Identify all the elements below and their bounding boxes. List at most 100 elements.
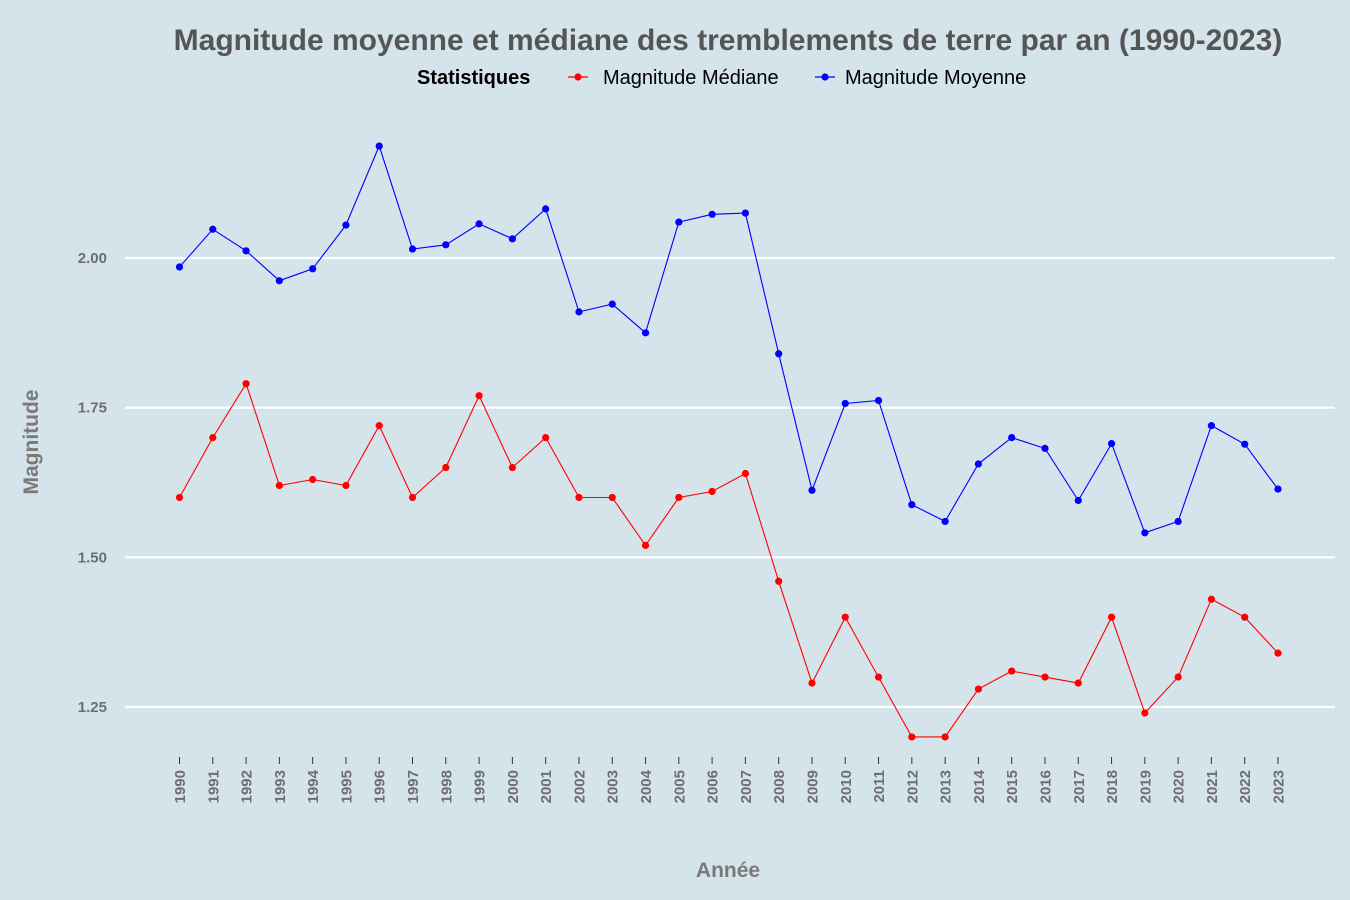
data-point	[708, 210, 716, 218]
series-group	[175, 142, 1282, 741]
data-point	[1241, 613, 1249, 621]
data-point	[542, 205, 550, 213]
x-tick-label: 2016	[1037, 770, 1054, 803]
data-point	[508, 463, 516, 472]
data-point	[608, 300, 616, 308]
legend-title: Statistiques	[417, 67, 530, 89]
x-tick-label: 2002	[571, 770, 588, 803]
x-tick-label: 2007	[738, 770, 755, 803]
data-point	[941, 733, 949, 741]
data-point	[808, 679, 816, 687]
chart-title: Magnitude moyenne et médiane des tremble…	[174, 24, 1283, 57]
x-tick-label: 1991	[205, 770, 222, 803]
data-point	[775, 577, 783, 585]
data-point	[608, 493, 616, 502]
data-point	[475, 392, 483, 400]
series-line	[179, 144, 1279, 534]
y-axis-title: Magnitude	[20, 390, 43, 495]
data-point	[1074, 496, 1082, 505]
x-tick-label: 2005	[671, 770, 688, 803]
y-tick-label: 2.00	[78, 250, 107, 267]
x-tick-label: 2010	[838, 770, 855, 803]
data-point	[542, 434, 550, 442]
data-point	[242, 380, 250, 388]
data-point	[209, 225, 217, 233]
x-tick-label: 1993	[272, 770, 289, 803]
data-point	[908, 733, 916, 741]
data-point	[1274, 485, 1282, 493]
data-point	[675, 218, 683, 226]
series-moyenne	[175, 142, 1282, 537]
data-point	[1107, 439, 1116, 448]
data-point	[874, 396, 883, 405]
x-tick-label: 2019	[1137, 770, 1154, 803]
x-tick-label: 2008	[771, 770, 788, 803]
y-axis: 1.25 1.50 1.75 2.00	[78, 250, 107, 716]
series-mediane	[175, 380, 1282, 741]
data-point	[741, 469, 749, 478]
x-tick-label: 1996	[372, 770, 389, 803]
data-point	[1174, 673, 1182, 681]
data-point	[1207, 422, 1216, 430]
data-point	[309, 265, 317, 273]
data-point	[275, 481, 283, 490]
x-tick-label: 2014	[971, 769, 988, 803]
data-point	[342, 481, 350, 490]
data-point	[1008, 667, 1016, 675]
data-point	[309, 475, 317, 484]
x-tick-label: 1990	[172, 770, 189, 803]
data-point	[408, 245, 417, 253]
data-point	[1008, 434, 1016, 442]
data-point	[775, 350, 783, 358]
legend-label: Magnitude Moyenne	[845, 67, 1026, 89]
data-point	[175, 493, 184, 502]
x-tick-label: 1995	[338, 770, 355, 803]
x-tick-label: 2001	[538, 770, 555, 803]
x-tick-label: 2020	[1171, 770, 1188, 803]
data-point	[1141, 529, 1149, 537]
x-tick-label: 1998	[438, 770, 455, 803]
x-tick-label: 2000	[505, 770, 522, 803]
x-tick-label: 2023	[1271, 770, 1288, 803]
data-point	[1241, 440, 1249, 448]
x-tick-label: 2004	[638, 769, 655, 803]
x-tick-label: 2017	[1071, 770, 1088, 803]
data-point	[1074, 679, 1082, 687]
x-tick-label: 2015	[1004, 770, 1021, 803]
data-point	[974, 460, 983, 468]
x-tick-label: 1999	[472, 770, 489, 803]
data-point	[708, 487, 716, 496]
data-point	[275, 277, 283, 285]
data-point	[641, 329, 650, 337]
data-point	[1107, 613, 1116, 621]
data-point	[841, 399, 849, 408]
x-tick-label: 2003	[605, 770, 622, 803]
data-point	[508, 235, 516, 243]
data-point	[1174, 517, 1182, 526]
grid	[125, 256, 1335, 709]
legend-key-point	[821, 73, 829, 81]
data-point	[641, 541, 650, 549]
x-tick-label: 2006	[705, 770, 722, 803]
data-point	[375, 422, 383, 430]
data-point	[209, 434, 217, 442]
x-tick-label: 2011	[871, 770, 888, 803]
data-point	[741, 209, 749, 217]
series-line	[179, 382, 1279, 738]
data-point	[941, 517, 949, 526]
data-point	[874, 673, 883, 681]
legend: Statistiques Magnitude Médiane Magnitude …	[417, 67, 1026, 89]
data-point	[342, 221, 350, 229]
y-tick-label: 1.25	[78, 699, 107, 716]
data-point	[808, 486, 816, 494]
data-point	[575, 308, 583, 316]
x-tick-label: 2022	[1237, 770, 1254, 803]
data-point	[908, 501, 916, 509]
data-point	[1207, 595, 1216, 603]
data-point	[575, 493, 583, 502]
x-tick-label: 2018	[1104, 770, 1121, 803]
data-point	[841, 613, 849, 621]
x-tick-label: 1992	[239, 770, 256, 803]
y-tick-label: 1.75	[78, 400, 107, 417]
